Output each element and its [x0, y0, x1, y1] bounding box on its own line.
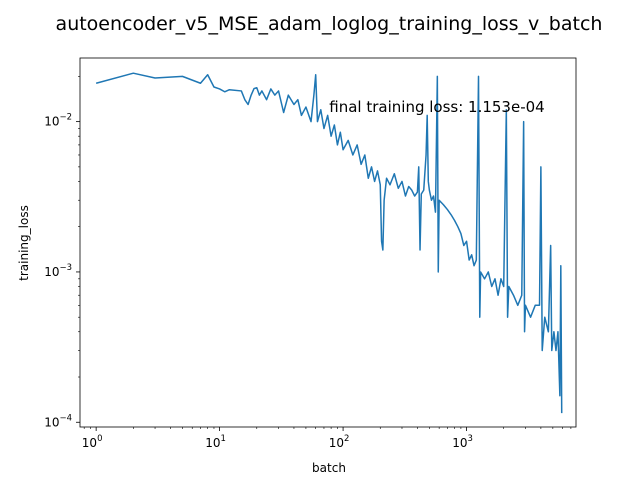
x-tick-label-1: 101 — [205, 434, 226, 450]
y-axis-label: training_loss — [17, 205, 31, 281]
x-axis-label: batch — [312, 461, 346, 475]
x-tick-label-2: 102 — [329, 434, 350, 450]
final-loss-annotation: final training loss: 1.153e-04 — [329, 98, 544, 116]
plot-area — [79, 57, 577, 428]
x-tick-label-3: 103 — [452, 434, 473, 450]
axes-frame — [79, 57, 577, 428]
y-tick-label-1: 10−3 — [44, 263, 72, 279]
y-tick-label-0: 10−4 — [44, 413, 72, 429]
y-tick-label-2: 10−2 — [44, 113, 72, 129]
y-axis: 10−4 10−3 10−2 — [44, 76, 80, 429]
x-tick-label-0: 100 — [82, 434, 103, 450]
chart-title: autoencoder_v5_MSE_adam_loglog_training_… — [56, 13, 603, 35]
x-axis: 100 101 102 103 — [82, 427, 572, 450]
loss-series-line-0 — [95, 72, 563, 414]
